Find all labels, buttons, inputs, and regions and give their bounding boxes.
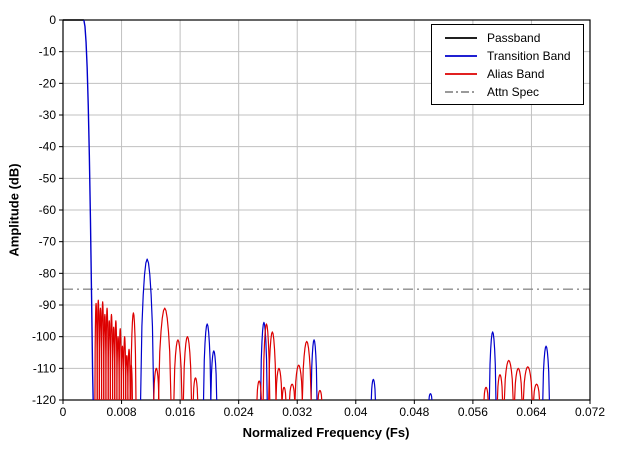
y-tick-label: -60 bbox=[39, 203, 57, 217]
series-alias-band-lobe bbox=[496, 374, 504, 401]
series-alias-band-lobe bbox=[533, 383, 541, 401]
series-alias-band-lobe bbox=[262, 323, 271, 401]
y-tick-label: -120 bbox=[32, 393, 56, 407]
series-transition-band-lobe bbox=[139, 258, 155, 401]
x-tick-label: 0.008 bbox=[107, 405, 137, 419]
y-tick-label: -50 bbox=[39, 171, 57, 185]
series-alias-band-lobe bbox=[294, 364, 303, 401]
series-transition-band-lobe bbox=[310, 339, 318, 401]
x-tick-label: 0.04 bbox=[344, 405, 368, 419]
series-alias-band-lobe bbox=[503, 359, 514, 401]
x-tick-label: 0.024 bbox=[224, 405, 254, 419]
series-transition-band-lobe bbox=[542, 345, 550, 401]
y-tick-label: -70 bbox=[39, 235, 57, 249]
series-transition-band-lobe bbox=[488, 331, 497, 401]
series-alias-band-lobe bbox=[114, 320, 118, 401]
series-alias-band-lobe bbox=[301, 340, 312, 401]
series-alias-band-lobe bbox=[94, 302, 98, 401]
y-tick-label: -100 bbox=[32, 330, 56, 344]
x-tick-label: 0.016 bbox=[165, 405, 195, 419]
series-alias-band-lobe bbox=[275, 367, 283, 401]
legend-label: Transition Band bbox=[487, 49, 571, 63]
series-alias-band-lobe bbox=[130, 312, 137, 401]
legend-item-attn-spec: Attn Spec bbox=[432, 83, 583, 101]
series-alias-band-lobe bbox=[100, 301, 105, 401]
series-transition-band-lobe bbox=[210, 350, 218, 401]
legend-label: Passband bbox=[487, 31, 541, 45]
y-tick-label: -40 bbox=[39, 140, 57, 154]
y-tick-label: -10 bbox=[39, 45, 57, 59]
series-transition-band-lobe bbox=[260, 321, 268, 401]
series-alias-band-lobe bbox=[127, 348, 131, 401]
y-tick-label: 0 bbox=[49, 13, 56, 27]
x-axis-title: Normalized Frequency (Fs) bbox=[242, 425, 410, 440]
x-tick-label: 0 bbox=[60, 405, 67, 419]
legend-line-alias-band bbox=[445, 73, 477, 75]
series-alias-band-lobe bbox=[157, 307, 172, 401]
series-alias-band-lobe bbox=[281, 386, 287, 401]
y-tick-label: -20 bbox=[39, 76, 57, 90]
x-tick-label: 0.064 bbox=[516, 405, 546, 419]
series-alias-band-lobe bbox=[182, 336, 193, 401]
series-transition-band bbox=[83, 19, 94, 401]
series-alias-band-lobe bbox=[514, 367, 523, 401]
legend-label: Attn Spec bbox=[487, 85, 540, 99]
x-tick-label: 0.072 bbox=[575, 405, 605, 419]
series-alias-band-lobe bbox=[173, 339, 183, 401]
y-tick-label: -30 bbox=[39, 108, 57, 122]
y-axis-title: Amplitude (dB) bbox=[6, 163, 22, 257]
y-tick-label: -110 bbox=[33, 361, 56, 375]
series-alias-band-lobe bbox=[105, 307, 109, 401]
series-alias-band-lobe bbox=[122, 336, 127, 401]
legend: Passband Transition Band Alias Band Attn Sp… bbox=[431, 24, 584, 105]
legend-line-attn-spec bbox=[445, 91, 477, 93]
x-tick-label: 0.032 bbox=[282, 405, 312, 419]
x-tick-label: 0.048 bbox=[399, 405, 429, 419]
series-alias-band-lobe bbox=[483, 386, 489, 401]
x-tick-label: 0.056 bbox=[458, 405, 488, 419]
series-alias-band-lobe bbox=[288, 383, 296, 401]
legend-label: Alias Band bbox=[487, 67, 545, 81]
series-alias-band-lobe bbox=[118, 328, 123, 401]
series-transition-band-lobe bbox=[202, 323, 212, 401]
series-alias-band-lobe bbox=[192, 377, 199, 401]
series-alias-band-lobe bbox=[109, 313, 114, 401]
series-alias-band-lobe bbox=[96, 299, 101, 401]
y-tick-label: -90 bbox=[39, 298, 57, 312]
legend-item-passband: Passband bbox=[432, 29, 583, 47]
series-alias-band-lobe bbox=[256, 380, 262, 401]
series-transition-band-lobe bbox=[370, 378, 376, 401]
series-transition-band-lobe bbox=[428, 393, 433, 401]
legend-item-alias-band: Alias Band bbox=[432, 65, 583, 83]
series-alias-band-lobe bbox=[317, 389, 323, 401]
legend-item-transition-band: Transition Band bbox=[432, 47, 583, 65]
legend-line-transition-band bbox=[445, 55, 477, 57]
series-alias-band-lobe bbox=[522, 366, 533, 401]
legend-line-passband bbox=[445, 37, 477, 39]
series-alias-band-lobe bbox=[268, 331, 277, 401]
series-alias-band-lobe bbox=[153, 367, 160, 401]
y-tick-label: -80 bbox=[39, 266, 57, 280]
